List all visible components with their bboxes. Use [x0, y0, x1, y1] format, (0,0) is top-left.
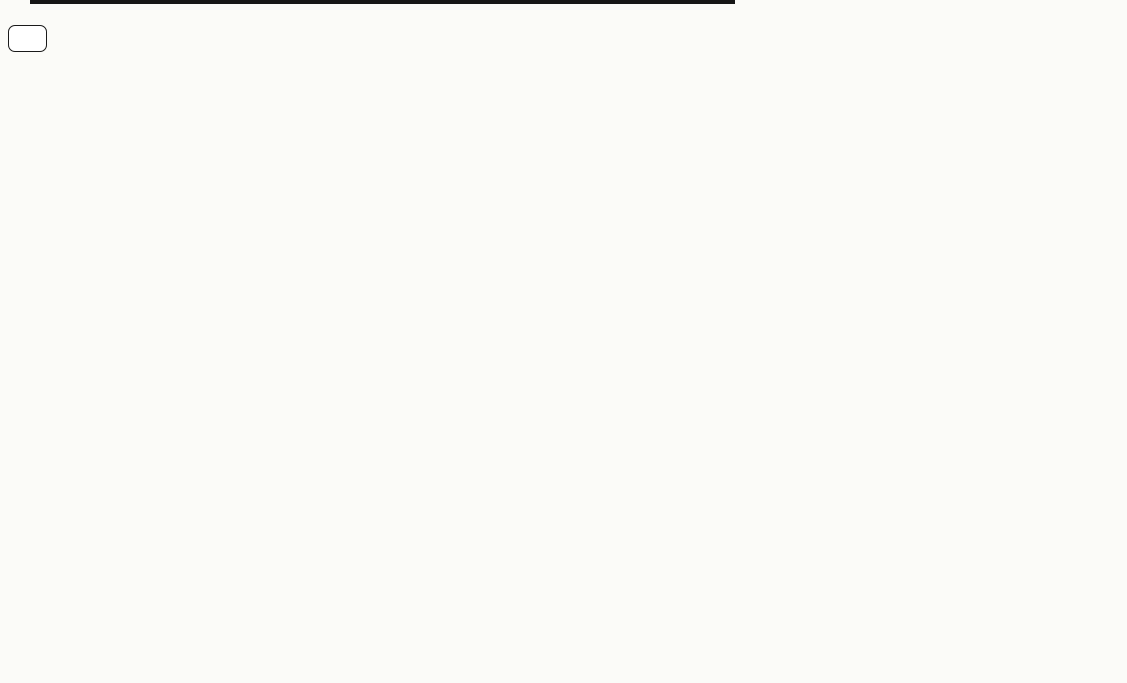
top-black-strip [30, 0, 735, 4]
legend-box[interactable] [8, 25, 47, 52]
legend-color-swatch [17, 33, 28, 44]
clipped-bottom-text [140, 677, 1070, 683]
